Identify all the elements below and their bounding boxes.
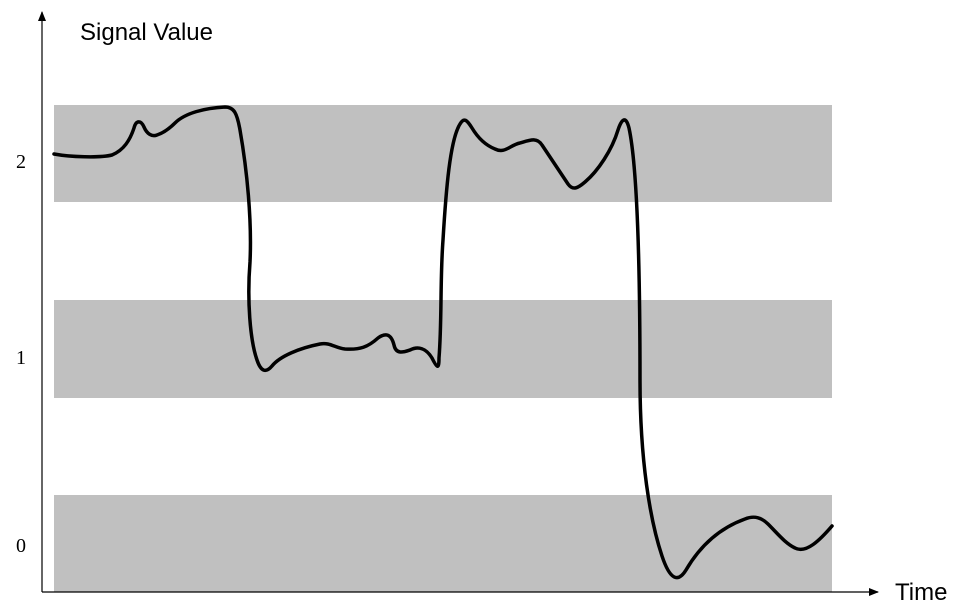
y-tick-label-0: 0	[16, 535, 26, 557]
y-axis-title: Signal Value	[80, 19, 213, 46]
y-tick-label-1: 1	[16, 347, 26, 369]
x-axis-title: Time	[895, 579, 947, 604]
y-tick-label-2: 2	[16, 151, 26, 173]
level-band-1	[54, 300, 832, 398]
axes	[38, 11, 879, 596]
y-tick-labels: 0 1 2	[16, 151, 26, 557]
level-band-2	[54, 105, 832, 202]
level-band-0	[54, 495, 832, 592]
signal-trace	[52, 105, 834, 580]
level-bands	[54, 105, 832, 592]
